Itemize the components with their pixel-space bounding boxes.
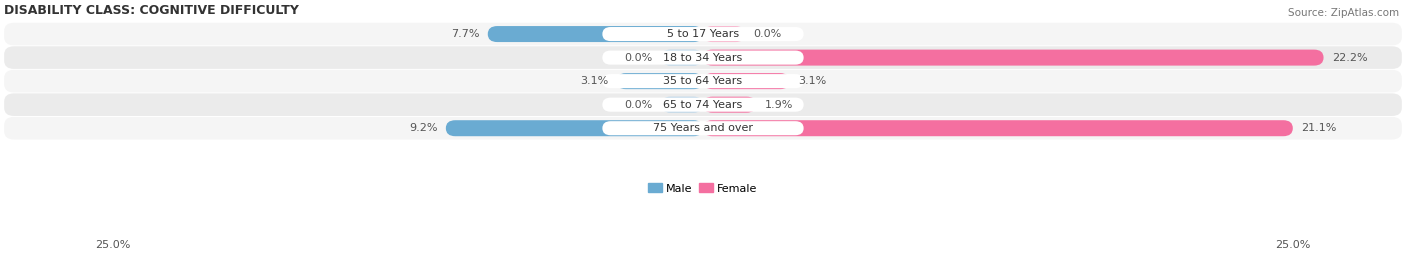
FancyBboxPatch shape (4, 70, 1402, 93)
FancyBboxPatch shape (4, 46, 1402, 69)
FancyBboxPatch shape (661, 97, 703, 113)
Text: 0.0%: 0.0% (624, 100, 652, 110)
FancyBboxPatch shape (602, 121, 804, 135)
FancyBboxPatch shape (4, 23, 1402, 45)
FancyBboxPatch shape (4, 117, 1402, 140)
FancyBboxPatch shape (703, 49, 1323, 66)
Text: 1.9%: 1.9% (765, 100, 793, 110)
Text: 21.1%: 21.1% (1301, 123, 1337, 133)
FancyBboxPatch shape (602, 27, 804, 41)
FancyBboxPatch shape (703, 73, 790, 89)
FancyBboxPatch shape (602, 98, 804, 112)
Text: DISABILITY CLASS: COGNITIVE DIFFICULTY: DISABILITY CLASS: COGNITIVE DIFFICULTY (4, 4, 299, 17)
Text: 18 to 34 Years: 18 to 34 Years (664, 53, 742, 63)
Text: 0.0%: 0.0% (624, 53, 652, 63)
Text: 75 Years and over: 75 Years and over (652, 123, 754, 133)
FancyBboxPatch shape (661, 49, 703, 66)
Text: 22.2%: 22.2% (1331, 53, 1368, 63)
FancyBboxPatch shape (616, 73, 703, 89)
FancyBboxPatch shape (488, 26, 703, 42)
Text: 7.7%: 7.7% (451, 29, 479, 39)
Text: 0.0%: 0.0% (754, 29, 782, 39)
Text: Source: ZipAtlas.com: Source: ZipAtlas.com (1288, 8, 1399, 18)
Text: 3.1%: 3.1% (799, 76, 827, 86)
FancyBboxPatch shape (703, 26, 745, 42)
FancyBboxPatch shape (4, 93, 1402, 116)
FancyBboxPatch shape (446, 120, 703, 136)
Text: 9.2%: 9.2% (409, 123, 437, 133)
FancyBboxPatch shape (703, 97, 756, 113)
Text: 5 to 17 Years: 5 to 17 Years (666, 29, 740, 39)
Text: 65 to 74 Years: 65 to 74 Years (664, 100, 742, 110)
Text: 25.0%: 25.0% (1275, 240, 1310, 250)
FancyBboxPatch shape (602, 51, 804, 65)
Text: 25.0%: 25.0% (96, 240, 131, 250)
FancyBboxPatch shape (703, 120, 1292, 136)
Text: 35 to 64 Years: 35 to 64 Years (664, 76, 742, 86)
Legend: Male, Female: Male, Female (644, 179, 762, 198)
FancyBboxPatch shape (602, 74, 804, 88)
Text: 3.1%: 3.1% (579, 76, 607, 86)
